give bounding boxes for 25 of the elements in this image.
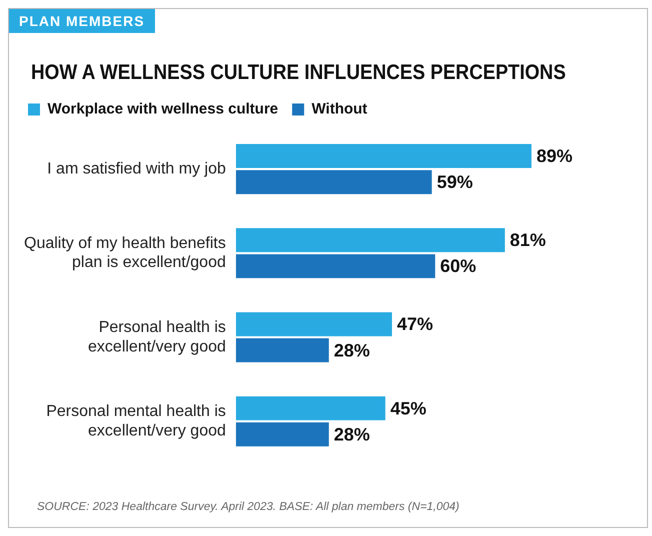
bar — [236, 312, 392, 336]
data-label: 60% — [440, 256, 476, 276]
data-label: 28% — [334, 340, 370, 360]
y-tick-label: Quality of my health benefits plan is excellent/good — [24, 234, 226, 272]
data-label: 89% — [536, 146, 572, 166]
bar — [236, 254, 436, 278]
data-label: 81% — [510, 230, 546, 250]
bar — [236, 422, 329, 446]
bar — [236, 338, 329, 362]
y-tick-label: Personal mental health is excellent/very good — [46, 403, 226, 440]
bar — [236, 170, 432, 194]
bar — [236, 228, 505, 252]
bar — [236, 144, 532, 168]
data-label: 45% — [390, 398, 426, 418]
y-tick-label: I am satisfied with my job — [47, 160, 226, 178]
legend-label: Workplace with wellness culture — [48, 100, 278, 118]
legend-label: Without — [312, 100, 368, 118]
text: PLAN MEMBERS — [9, 9, 155, 33]
data-label: 59% — [436, 172, 473, 192]
bar — [236, 396, 386, 420]
data-label: 47% — [396, 314, 434, 334]
y-tick-label: Personal health is excellent/very good — [88, 319, 226, 356]
data-label: 28% — [334, 424, 370, 444]
source-note: SOURCE: 2023 Healthcare Survey. April 2023. BASE: All plan members (N=1,004) — [37, 501, 460, 513]
chart-title: HOW A WELLNESS CULTURE INFLUENCES PERCEPTIONS — [31, 61, 566, 85]
